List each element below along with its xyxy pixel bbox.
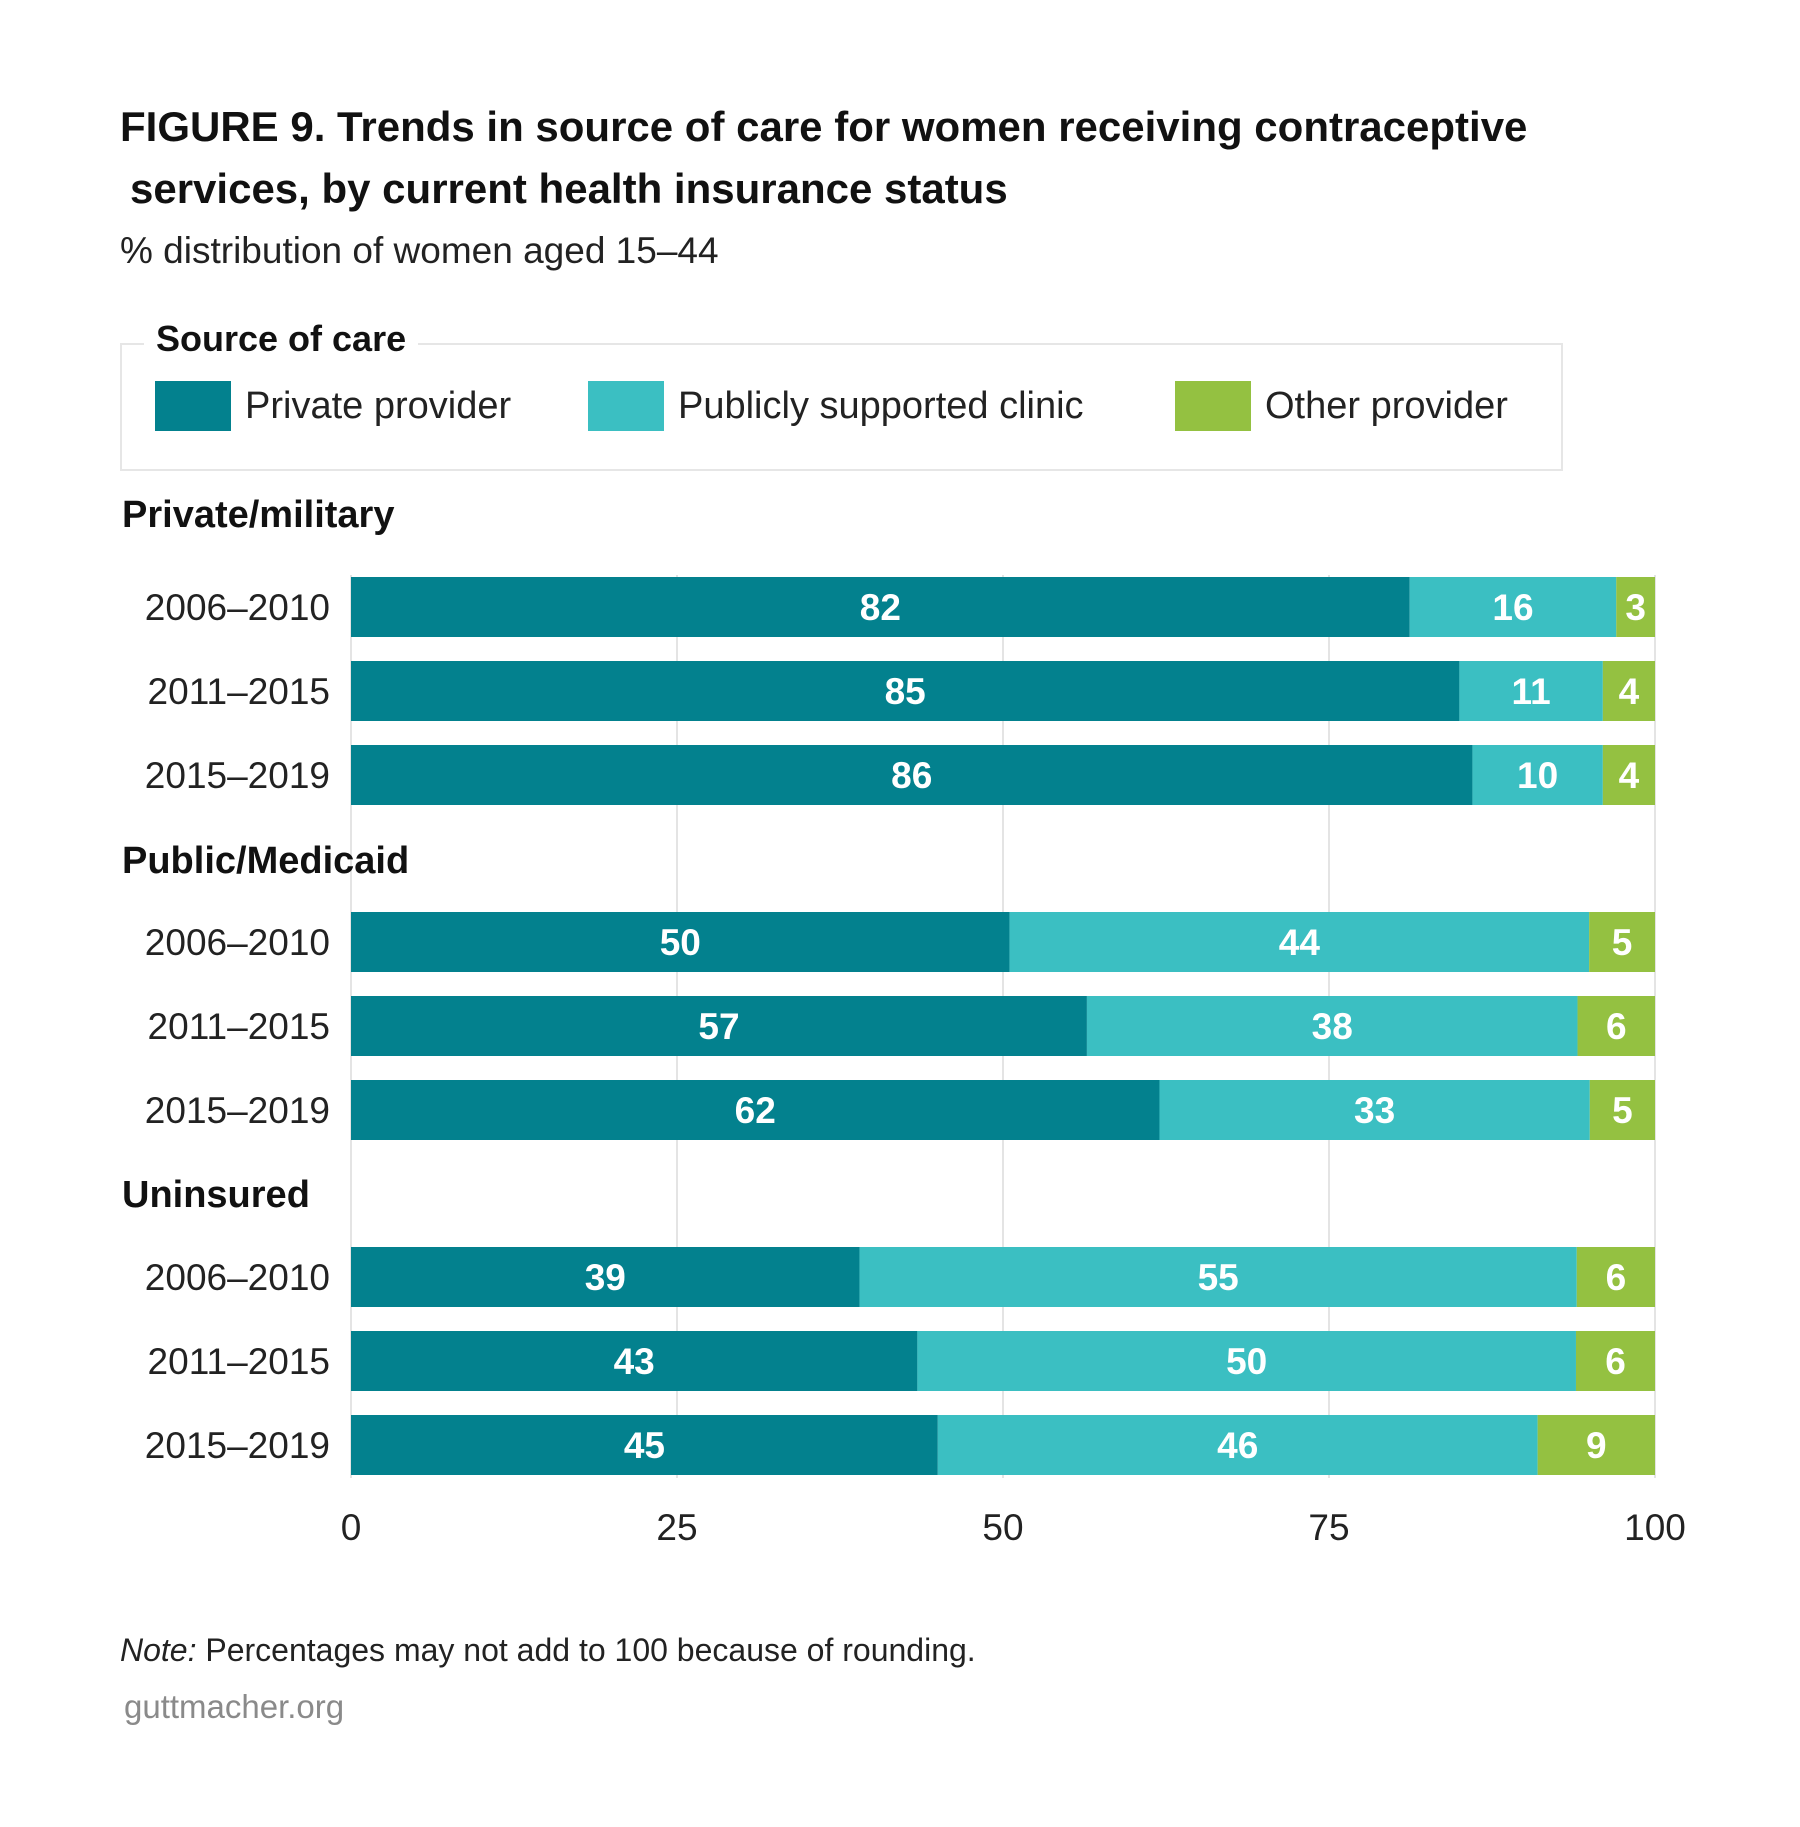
data-label-private-military-2-publicly-supported-clinic: 11 [1512,671,1551,712]
chart-note: Note: Percentages may not add to 100 bec… [120,1632,976,1669]
bar-uninsured-2-private-provider [351,1331,918,1391]
bar-uninsured-1-private-provider [351,1247,860,1307]
bar-uninsured-2-other-provider [1575,1331,1655,1391]
bar-public-medicaid-1-other-provider [1589,912,1655,972]
x-tick-label-75: 75 [1308,1507,1349,1548]
legend-label-private-provider: Private provider [245,384,512,427]
chart-title: FIGURE 9. Trends in source of care for w… [120,96,1720,220]
note-text: Percentages may not add to 100 because o… [196,1632,976,1668]
data-label-private-military-2-other-provider: 4 [1619,671,1640,712]
bar-uninsured-3-private-provider [351,1415,938,1475]
bar-private-military-2-other-provider [1602,661,1655,721]
bar-private-military-1-publicly-supported-clinic [1409,577,1617,637]
legend-item-publicly-supported-clinic: Publicly supported clinic [588,380,1084,432]
legend-swatch-private-provider [155,381,231,431]
data-label-private-military-1-other-provider: 3 [1625,587,1646,628]
row-label-private-military-3: 2015–2019 [145,755,330,796]
data-label-private-military-3-publicly-supported-clinic: 10 [1517,755,1558,796]
bar-private-military-2-private-provider [351,661,1460,721]
data-label-uninsured-2-publicly-supported-clinic: 50 [1226,1341,1267,1382]
bar-public-medicaid-3-private-provider [351,1080,1160,1140]
bar-public-medicaid-2-other-provider [1577,996,1655,1056]
data-label-public-medicaid-2-other-provider: 6 [1606,1006,1627,1047]
legend-title: Source of care [144,318,419,360]
data-label-public-medicaid-2-private-provider: 57 [698,1006,739,1047]
data-label-private-military-1-publicly-supported-clinic: 16 [1492,587,1533,628]
chart-title-line-2: services, by current health insurance st… [130,165,1008,212]
data-label-public-medicaid-1-publicly-supported-clinic: 44 [1279,922,1321,963]
row-label-public-medicaid-3: 2015–2019 [145,1090,330,1131]
x-tick-label-100: 100 [1624,1507,1686,1548]
x-tick-label-0: 0 [341,1507,362,1548]
row-label-private-military-2: 2011–2015 [148,671,330,712]
bar-public-medicaid-1-publicly-supported-clinic [1009,912,1590,972]
data-label-public-medicaid-3-private-provider: 62 [735,1090,776,1131]
bar-uninsured-3-publicly-supported-clinic [937,1415,1538,1475]
bar-public-medicaid-3-publicly-supported-clinic [1159,1080,1590,1140]
group-heading-private-military: Private/military [122,494,394,536]
group-heading-uninsured: Uninsured [122,1174,310,1216]
bar-uninsured-1-publicly-supported-clinic [859,1247,1577,1307]
bar-private-military-2-publicly-supported-clinic [1459,661,1603,721]
row-label-uninsured-1: 2006–2010 [145,1257,330,1298]
data-label-public-medicaid-2-publicly-supported-clinic: 38 [1312,1006,1353,1047]
data-label-uninsured-1-private-provider: 39 [585,1257,626,1298]
note-label: Note: [120,1632,197,1668]
data-label-private-military-2-private-provider: 85 [885,671,926,712]
x-tick-label-25: 25 [656,1507,697,1548]
source-credit: guttmacher.org [124,1688,345,1725]
chart-title-line-1: FIGURE 9. Trends in source of care for w… [120,103,1528,150]
x-tick-label-50: 50 [982,1507,1023,1548]
row-label-uninsured-2: 2011–2015 [148,1341,330,1382]
data-label-private-military-3-other-provider: 4 [1619,755,1640,796]
legend [120,343,1563,471]
data-label-uninsured-2-private-provider: 43 [614,1341,655,1382]
chart-subtitle: % distribution of women aged 15–44 [120,230,719,271]
row-label-public-medicaid-2: 2011–2015 [148,1006,330,1047]
legend-swatch-publicly-supported-clinic [588,381,664,431]
data-label-private-military-3-private-provider: 86 [891,755,932,796]
bar-private-military-3-publicly-supported-clinic [1472,745,1603,805]
row-label-uninsured-3: 2015–2019 [145,1425,330,1466]
bar-public-medicaid-1-private-provider [351,912,1010,972]
data-label-public-medicaid-3-publicly-supported-clinic: 33 [1354,1090,1395,1131]
group-heading-public-medicaid: Public/Medicaid [122,840,409,882]
bar-public-medicaid-2-publicly-supported-clinic [1086,996,1578,1056]
bar-uninsured-3-other-provider [1537,1415,1655,1475]
bar-private-military-3-other-provider [1602,745,1655,805]
legend-label-publicly-supported-clinic: Publicly supported clinic [678,384,1084,427]
data-label-uninsured-1-publicly-supported-clinic: 55 [1198,1257,1239,1298]
data-label-public-medicaid-3-other-provider: 5 [1612,1090,1633,1131]
data-label-uninsured-2-other-provider: 6 [1605,1341,1626,1382]
legend-swatch-other-provider [1175,381,1251,431]
legend-item-private-provider: Private provider [155,380,511,432]
row-label-private-military-1: 2006–2010 [145,587,330,628]
legend-item-other-provider: Other provider [1175,380,1508,432]
bar-public-medicaid-2-private-provider [351,996,1087,1056]
row-label-public-medicaid-1: 2006–2010 [145,922,330,963]
data-label-public-medicaid-1-other-provider: 5 [1612,922,1633,963]
data-label-public-medicaid-1-private-provider: 50 [660,922,701,963]
data-label-uninsured-3-publicly-supported-clinic: 46 [1217,1425,1258,1466]
bar-private-military-1-other-provider [1616,577,1655,637]
data-label-uninsured-3-private-provider: 45 [624,1425,665,1466]
bar-public-medicaid-3-other-provider [1589,1080,1655,1140]
data-label-uninsured-1-other-provider: 6 [1606,1257,1627,1298]
legend-label-other-provider: Other provider [1265,384,1508,427]
data-label-private-military-1-private-provider: 82 [860,587,901,628]
bar-uninsured-1-other-provider [1576,1247,1655,1307]
bar-uninsured-2-publicly-supported-clinic [917,1331,1576,1391]
bar-private-military-1-private-provider [351,577,1410,637]
data-label-uninsured-3-other-provider: 9 [1586,1425,1607,1466]
bar-private-military-3-private-provider [351,745,1473,805]
